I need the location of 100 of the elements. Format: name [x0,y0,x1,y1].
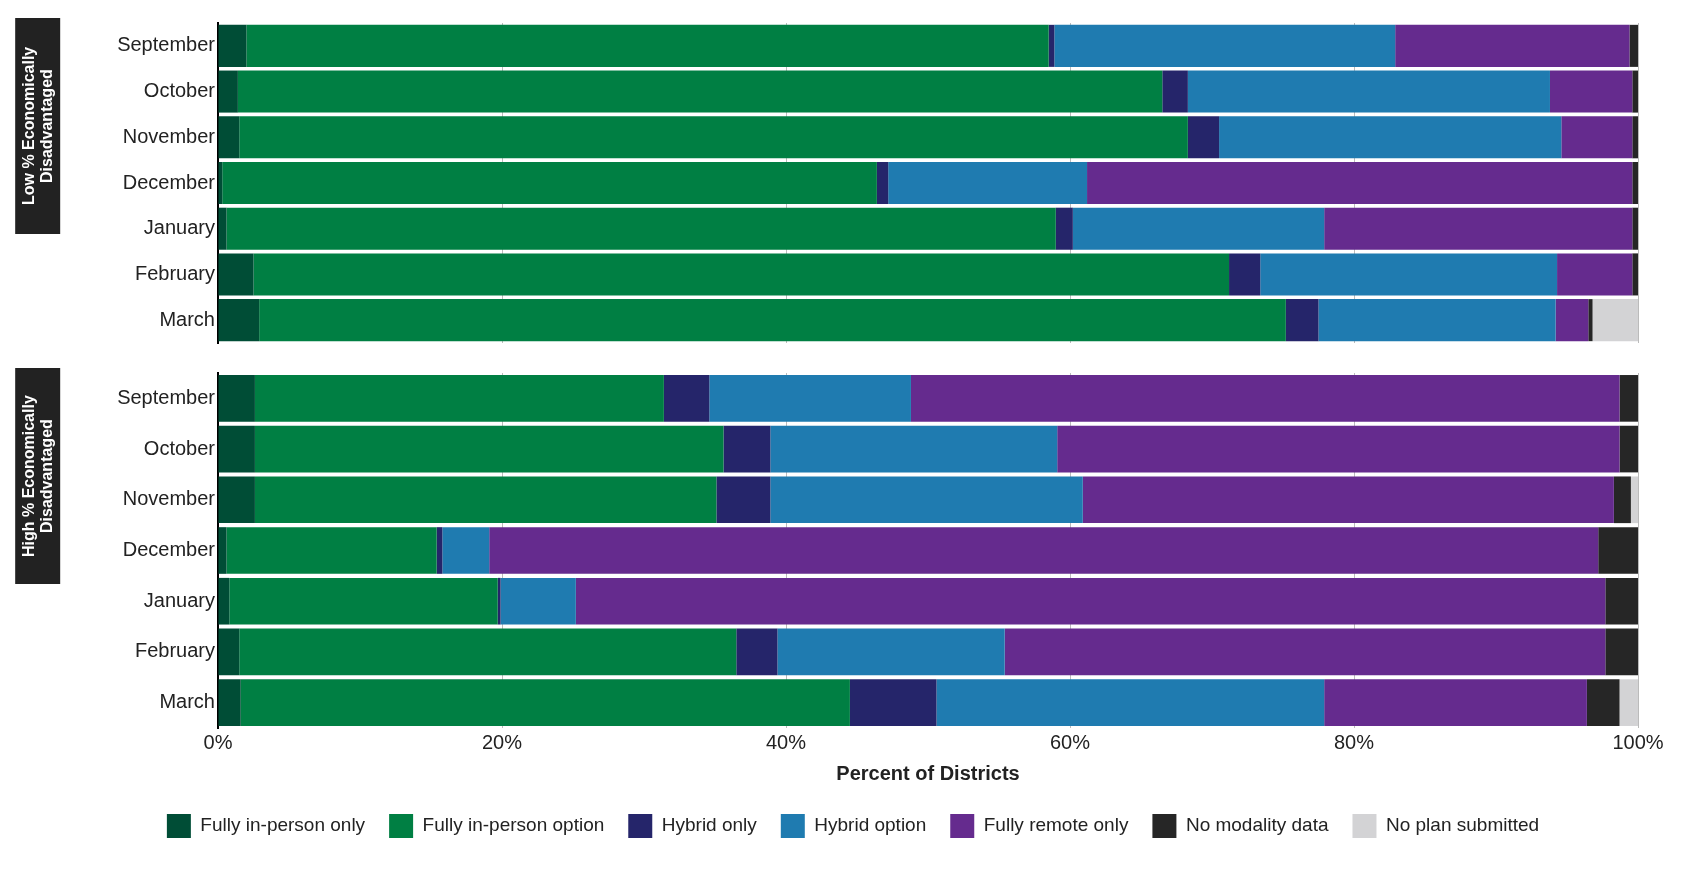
bar [218,577,230,625]
bar [876,161,889,205]
legend-label: Hybrid only [661,814,758,836]
y-axis-title: Low % Economically Disadvantaged [15,18,61,234]
bar [239,116,1188,159]
bar [489,527,1599,574]
bar [226,527,437,574]
bar [1187,70,1550,113]
bar [575,577,1606,625]
bar [716,476,771,524]
bar [226,207,1056,250]
x-axis-title: Percent of Districts [836,761,1020,784]
bar [218,679,241,726]
bar [736,628,778,676]
y-tick-label: November [122,124,216,147]
bar [1632,253,1638,296]
bar [1055,207,1073,250]
legend-label: Fully remote only [983,814,1129,836]
bar [1619,375,1638,422]
bar [1561,116,1633,159]
bar [218,207,227,250]
bar [229,577,498,625]
y-tick-label: September [117,33,216,56]
bar [218,299,260,342]
bar [254,476,717,524]
bar [1054,24,1396,67]
bar [1632,161,1638,205]
bar [723,425,771,473]
bar [1592,299,1638,342]
legend-label: Fully in-person only [200,814,366,836]
legend-label: No modality data [1185,814,1329,836]
bar [259,299,1286,342]
bar [1555,299,1589,342]
bar [1588,299,1593,342]
bar [1285,299,1319,342]
y-axis-title: High % Economically Disadvantaged [15,368,61,584]
y-tick-label: December [122,538,216,561]
bar [218,375,255,422]
x-tick-label: 20% [481,730,523,753]
y-tick-label: January [143,588,215,611]
bar [1557,253,1633,296]
bar [1004,628,1606,676]
bar [442,527,490,574]
x-tick-label: 60% [1049,730,1091,753]
bar [1219,116,1562,159]
bar [254,375,664,422]
bar [218,527,227,574]
y-tick-label: March [159,690,215,713]
y-tick-label: October [143,436,216,459]
bar [1162,70,1188,113]
bar [1549,70,1633,113]
bar [222,161,877,205]
x-tick-label: 0% [203,730,233,753]
y-tick-label: January [143,216,215,239]
bar [1260,253,1558,296]
bar [218,116,240,159]
x-tick-label: 100% [1612,730,1664,753]
bar [1632,207,1638,250]
bar [500,577,576,625]
bar [1598,527,1638,574]
y-tick-label: December [122,170,216,193]
bar [1605,577,1638,625]
legend-label: No plan submitted [1385,814,1540,836]
bar [1087,161,1633,205]
bar [910,375,1620,422]
bar [253,253,1230,296]
bar [1072,207,1325,250]
bar [246,24,1049,67]
bar [1324,207,1633,250]
bar [1318,299,1556,342]
y-tick-label: February [134,639,215,662]
bar [497,577,501,625]
bar [777,628,1005,676]
y-tick-label: October [143,79,216,102]
bar [218,70,238,113]
bar [1082,476,1614,524]
y-tick-label: November [122,487,216,510]
legend-label: Fully in-person option [422,814,605,836]
bar [1395,24,1630,67]
bar [936,679,1325,726]
bar [254,425,724,473]
bar [218,476,255,524]
bar [1632,70,1638,113]
bar [239,628,737,676]
x-tick-label: 80% [1333,730,1375,753]
bar [1619,679,1638,726]
bar [218,24,247,67]
bar [218,628,240,676]
bar [770,425,1058,473]
bar [1586,679,1620,726]
y-tick-label: February [134,261,215,284]
legend-label: Hybrid option [814,814,927,836]
bar [770,476,1083,524]
bar [237,70,1163,113]
bar [1629,24,1638,67]
bar [1229,253,1261,296]
bar [663,375,710,422]
bar [1057,425,1620,473]
bar [218,253,254,296]
bar [709,375,911,422]
